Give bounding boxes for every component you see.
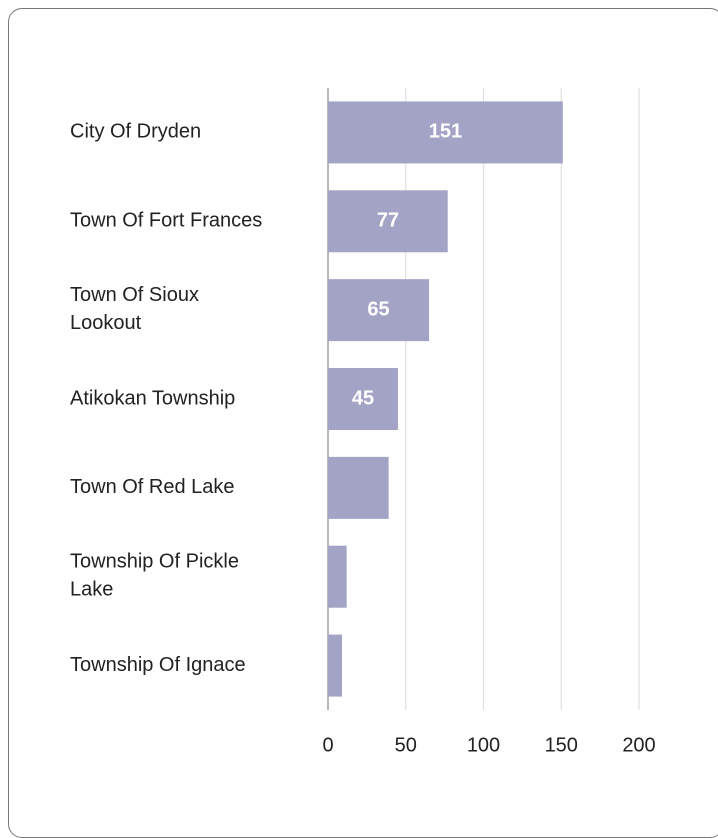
y-tick-label: Township Of Pickle Lake (70, 551, 239, 601)
y-tick-label: City Of Dryden (70, 121, 201, 143)
bar (328, 634, 342, 697)
data-label: 45 (352, 387, 374, 409)
x-tick-label: 50 (395, 734, 417, 756)
x-tick-label: 200 (622, 734, 655, 756)
x-tick-label: 150 (545, 734, 578, 756)
data-label: 151 (429, 121, 462, 143)
y-tick-label: Town Of Sioux Lookout (70, 284, 199, 334)
bar (328, 545, 347, 608)
bar (328, 190, 448, 253)
bar (328, 101, 563, 164)
y-tick-label: Town Of Red Lake (70, 476, 235, 498)
y-tick-label: Town Of Fort Frances (70, 210, 262, 232)
bar (328, 456, 389, 519)
bar (328, 368, 398, 430)
data-label: 65 (367, 298, 389, 320)
y-tick-label: Township Of Ignace (70, 654, 246, 676)
x-tick-label: 100 (467, 734, 500, 756)
data-label: 77 (377, 210, 399, 232)
bar (328, 279, 430, 342)
x-tick-label: 0 (322, 734, 333, 756)
y-tick-label: Atikokan Township (70, 387, 235, 409)
